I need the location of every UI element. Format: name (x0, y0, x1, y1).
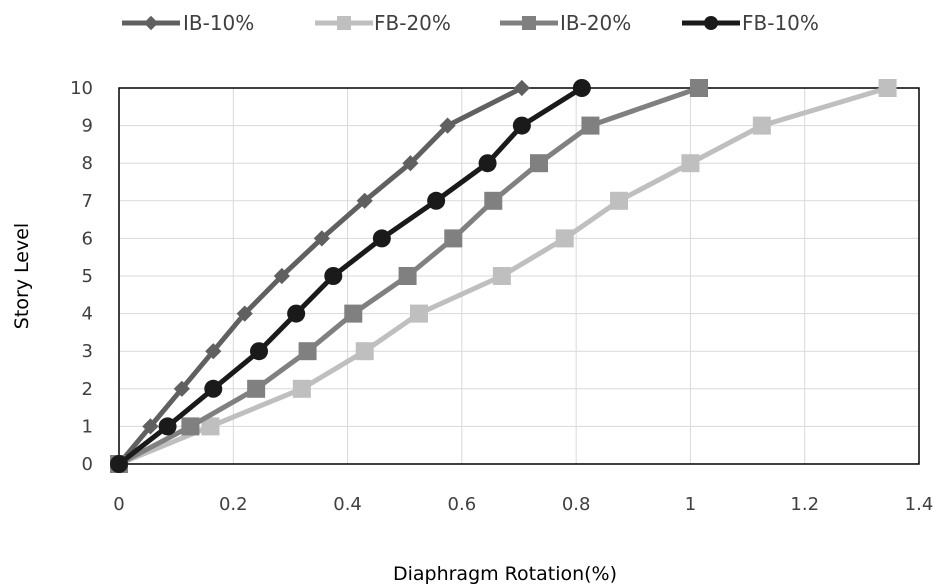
series-fb-10- (110, 79, 591, 473)
y-tick-label: 8 (82, 153, 93, 174)
data-point-square (292, 379, 311, 398)
y-tick-label: 1 (82, 416, 93, 437)
legend-item: FB-20% (315, 11, 451, 35)
data-point-square (298, 342, 317, 361)
series-ib-20- (110, 79, 708, 473)
legend-label: FB-20% (374, 11, 451, 35)
data-point-square (681, 154, 700, 173)
data-point-circle (704, 16, 718, 30)
data-point-diamond (236, 305, 253, 322)
data-point-square (247, 379, 266, 398)
data-point-square (752, 116, 771, 135)
data-point-diamond (513, 79, 530, 97)
data-point-square (201, 417, 220, 436)
y-tick-label: 3 (82, 341, 93, 362)
legend-item: IB-10% (122, 11, 254, 35)
legend-label: IB-10% (183, 11, 254, 35)
data-point-circle (427, 191, 446, 210)
data-point-circle (250, 342, 268, 361)
x-axis-title: Diaphragm Rotation(%) (393, 563, 617, 585)
legend-label: IB-20% (560, 11, 631, 35)
data-point-square (610, 191, 628, 210)
data-point-square (690, 79, 708, 97)
data-point-diamond (356, 192, 373, 209)
legend-item: FB-10% (682, 11, 819, 35)
data-point-circle (110, 455, 128, 473)
legend: IB-10% FB-20% IB-20% FB-10% (122, 11, 819, 35)
data-point-diamond (313, 230, 330, 247)
data-point-diamond (402, 155, 419, 172)
x-tick-label: 0.6 (448, 494, 477, 515)
data-point-square (581, 116, 600, 135)
data-point-circle (478, 154, 497, 173)
series-lines (110, 79, 897, 473)
y-tick-label: 7 (82, 191, 93, 212)
data-point-square (444, 229, 463, 248)
grid (118, 87, 920, 465)
data-point-square (555, 229, 574, 248)
data-point-square (492, 267, 511, 285)
data-point-square (878, 79, 897, 97)
data-point-circle (512, 116, 531, 135)
data-point-square (355, 342, 374, 361)
y-tick-label: 4 (82, 304, 93, 325)
data-point-diamond (173, 380, 190, 397)
data-point-circle (204, 379, 223, 398)
y-tick-label: 5 (82, 266, 93, 287)
x-tick-label: 0.8 (562, 494, 591, 515)
data-point-square (522, 16, 536, 30)
data-point-circle (324, 267, 343, 285)
data-point-square (530, 154, 548, 173)
data-point-circle (372, 229, 391, 248)
data-point-square (484, 191, 503, 210)
x-tick-label: 1 (685, 494, 696, 515)
data-point-square (181, 417, 200, 436)
x-tick-label: 0.2 (219, 494, 248, 515)
y-tick-label: 0 (82, 454, 93, 475)
y-tick-label: 6 (82, 228, 93, 249)
axes: 0 0.2 0.4 0.6 0.8 1 1.2 1.4 0 1 2 3 4 5 6 7 8 9 10 (70, 78, 933, 515)
series-fb-20- (110, 79, 897, 473)
data-point-square (337, 16, 351, 30)
data-point-square (398, 267, 417, 285)
y-axis-title: Story Level (11, 223, 33, 329)
data-point-circle (158, 417, 177, 436)
data-point-square (344, 304, 363, 323)
y-tick-label: 9 (82, 116, 93, 137)
data-point-circle (572, 79, 591, 97)
legend-label: FB-10% (742, 11, 819, 35)
data-point-circle (287, 304, 306, 323)
data-point-diamond (143, 15, 159, 31)
data-point-diamond (439, 117, 456, 134)
data-point-diamond (142, 418, 159, 435)
x-tick-label: 0.4 (333, 494, 362, 515)
x-tick-label: 0 (113, 494, 124, 515)
y-tick-label: 10 (70, 78, 93, 99)
y-tick-label: 2 (82, 379, 93, 400)
data-point-square (410, 304, 428, 323)
data-point-diamond (273, 267, 290, 285)
legend-item: IB-20% (500, 11, 631, 35)
x-tick-label: 1.4 (905, 494, 934, 515)
x-tick-label: 1.2 (790, 494, 819, 515)
data-point-diamond (205, 343, 222, 360)
